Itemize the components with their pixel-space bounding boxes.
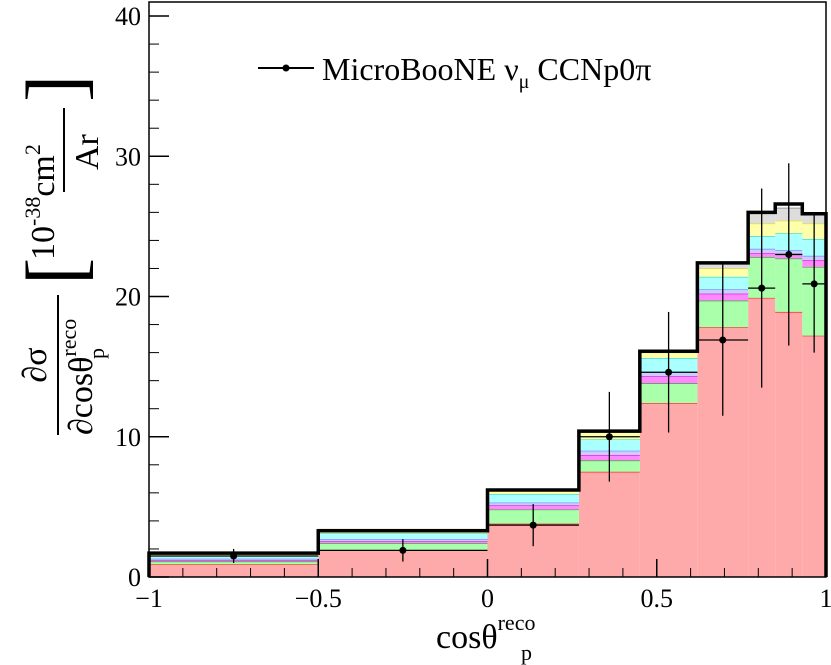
y-label-unit-top: 10-38cm2 bbox=[20, 144, 62, 260]
stack-bar-s0-b7 bbox=[775, 311, 803, 577]
legend-label-sub: μ bbox=[519, 71, 530, 93]
legend-marker-dot bbox=[282, 64, 290, 72]
y-tick-label-3: 30 bbox=[115, 142, 141, 171]
x-axis-label: cosθreco p bbox=[436, 610, 535, 665]
y-label-unit-den: Ar bbox=[69, 133, 106, 170]
legend-label: MicroBooNE νμ CCNp0π bbox=[322, 51, 651, 93]
y-tick-label-1: 10 bbox=[115, 423, 141, 452]
y-label-den-sup: reco bbox=[56, 319, 81, 357]
y-tick-label-2: 20 bbox=[115, 283, 141, 312]
y-tick-label-0: 0 bbox=[128, 563, 141, 592]
data-points bbox=[149, 163, 826, 563]
y-label-denominator: ∂cosθreco p bbox=[56, 319, 109, 435]
y-axis-label: ∂σ ∂cosθreco p [ 10-38cm2 Ar ] bbox=[9, 75, 109, 435]
x-tick-label-2: 0 bbox=[481, 584, 494, 613]
x-tick-label-4: 1 bbox=[820, 584, 831, 613]
y-tick-label-4: 40 bbox=[115, 2, 141, 31]
stack-bar-s0-b8 bbox=[802, 335, 826, 577]
x-axis-label-sup: reco bbox=[498, 610, 536, 635]
data-point-5 bbox=[719, 336, 727, 344]
stack-bar-s4-b2 bbox=[487, 494, 579, 503]
y-label-unit-pre: 10 bbox=[25, 226, 62, 260]
y-label-den-sub: p bbox=[84, 348, 109, 359]
data-point-0 bbox=[230, 552, 238, 560]
stack-bar-s4-b1 bbox=[318, 533, 488, 540]
stack-bar-s5-b2 bbox=[487, 490, 579, 495]
y-label-unit-num: cm bbox=[25, 155, 62, 197]
y-label-unit-num-exp: 2 bbox=[20, 144, 45, 155]
x-tick-label-3: 0.5 bbox=[641, 584, 674, 613]
x-axis-label-sub: p bbox=[521, 640, 532, 665]
x-axis-ticks: −1 −0.5 0 0.5 1 bbox=[135, 559, 831, 613]
data-point-7 bbox=[785, 250, 793, 258]
data-point-1 bbox=[399, 546, 407, 554]
y-label-numerator: ∂σ bbox=[17, 347, 54, 382]
legend-label-tail: CCNp0π bbox=[529, 51, 651, 87]
data-point-3 bbox=[605, 433, 613, 441]
data-point-2 bbox=[529, 521, 537, 529]
y-label-unit-exp: -38 bbox=[20, 197, 45, 226]
y-axis-ticks: 0 10 20 30 40 bbox=[115, 2, 169, 592]
y-label-bracket-close: ] bbox=[9, 75, 100, 102]
y-label-bracket-open: [ bbox=[9, 258, 100, 285]
data-point-8 bbox=[810, 280, 818, 288]
y-label-den-main: ∂cosθ bbox=[63, 357, 100, 435]
data-point-6 bbox=[758, 284, 766, 292]
stack-bar-s0-b0 bbox=[149, 564, 319, 577]
x-axis-label-main: cosθ bbox=[436, 619, 498, 656]
x-tick-label-0: −1 bbox=[135, 584, 163, 613]
x-tick-label-1: −0.5 bbox=[295, 584, 342, 613]
stack-bar-s0-b3 bbox=[578, 471, 640, 577]
legend: MicroBooNE νμ CCNp0π bbox=[258, 51, 651, 93]
legend-label-main: MicroBooNE ν bbox=[322, 51, 519, 87]
data-point-4 bbox=[665, 368, 673, 376]
